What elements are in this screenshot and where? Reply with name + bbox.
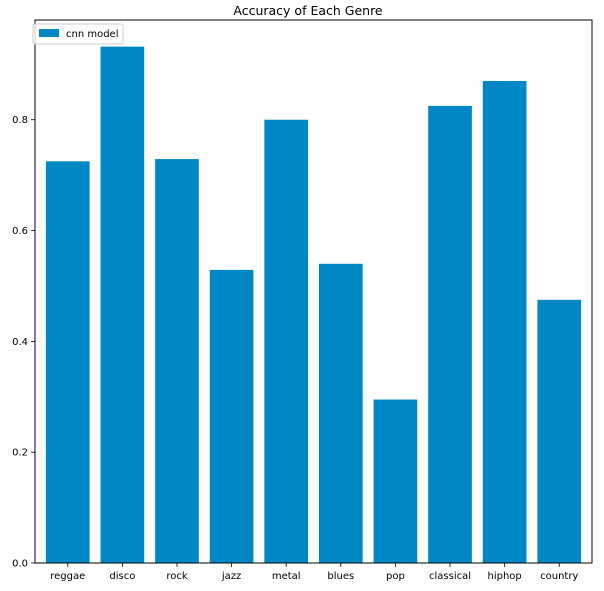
y-tick-label: 0.4 bbox=[12, 337, 28, 348]
bars-layer bbox=[45, 46, 582, 564]
bar-disco bbox=[100, 46, 145, 564]
x-tick-label-country: country bbox=[540, 571, 578, 582]
chart-title: Accuracy of Each Genre bbox=[233, 3, 383, 18]
x-tick-label-blues: blues bbox=[327, 571, 354, 582]
legend-swatch bbox=[39, 29, 59, 37]
bar-metal bbox=[264, 119, 309, 563]
y-axis: 0.0 0.2 0.4 0.6 0.8 bbox=[12, 115, 35, 570]
y-tick-label: 0.8 bbox=[12, 115, 28, 126]
bar-blues bbox=[318, 263, 363, 563]
x-axis: reggae disco rock jazz metal blues pop classica… bbox=[50, 563, 578, 582]
y-tick-label: 0.0 bbox=[12, 559, 28, 570]
x-tick-label-reggae: reggae bbox=[50, 571, 85, 582]
legend-label: cnn model bbox=[66, 29, 119, 40]
bar-hiphop bbox=[482, 80, 527, 563]
y-tick-label: 0.2 bbox=[12, 448, 28, 459]
y-tick-label: 0.6 bbox=[12, 226, 28, 237]
x-tick-label-classical: classical bbox=[429, 571, 471, 582]
x-tick-label-disco: disco bbox=[109, 571, 135, 582]
x-tick-label-pop: pop bbox=[386, 571, 405, 582]
bar-rock bbox=[155, 159, 199, 563]
axes-frame bbox=[34, 19, 593, 564]
bar-country bbox=[537, 299, 582, 563]
x-tick-label-metal: metal bbox=[272, 571, 301, 582]
legend: cnn model bbox=[32, 23, 124, 45]
bar-classical bbox=[428, 105, 472, 563]
x-tick-label-rock: rock bbox=[166, 571, 188, 582]
bar-jazz bbox=[209, 269, 254, 563]
bar-reggae bbox=[45, 161, 90, 564]
x-tick-label-jazz: jazz bbox=[221, 571, 241, 582]
x-tick-label-hiphop: hiphop bbox=[487, 571, 521, 582]
bar-pop bbox=[373, 399, 418, 563]
